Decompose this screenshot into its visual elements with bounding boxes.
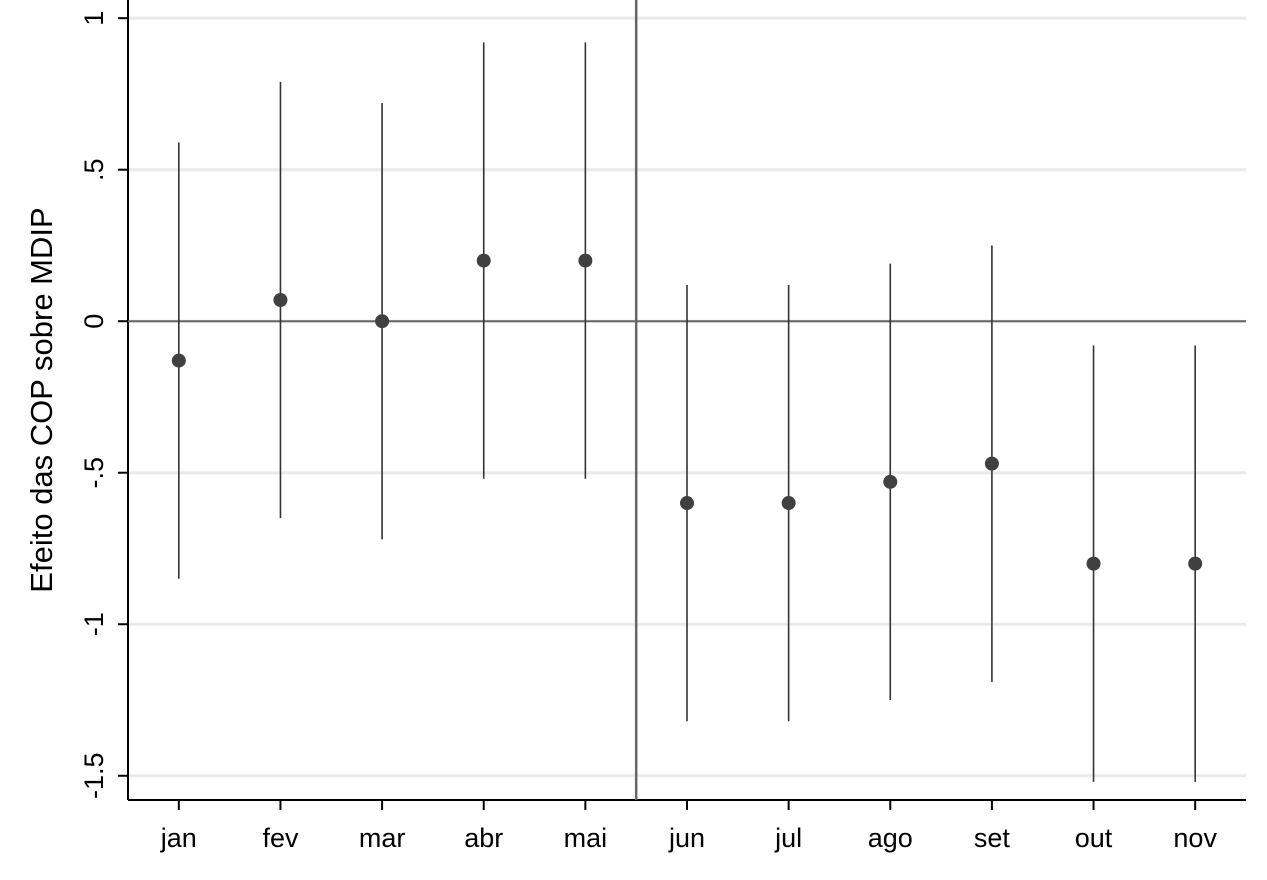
point — [476, 253, 491, 268]
y-tick-label: -1.5 — [79, 752, 109, 799]
x-tick-label: nov — [1173, 823, 1217, 853]
point — [1086, 556, 1101, 571]
y-tick-label: -1 — [79, 612, 109, 636]
point — [781, 496, 796, 511]
x-tick-label: ago — [868, 823, 913, 853]
point — [375, 314, 390, 329]
point — [883, 474, 898, 489]
y-tick-label: -.5 — [79, 457, 109, 489]
x-tick-label: set — [974, 823, 1011, 853]
x-tick-label: mar — [359, 823, 406, 853]
y-tick-label: 1 — [79, 11, 109, 26]
point — [171, 353, 186, 368]
x-tick-label: out — [1075, 823, 1113, 853]
point — [273, 293, 288, 307]
x-tick-label: abr — [464, 823, 503, 853]
point — [1188, 556, 1203, 571]
point — [680, 496, 694, 511]
x-tick-label: jan — [160, 823, 197, 853]
x-tick-label: fev — [262, 823, 299, 853]
x-tick-label: mai — [564, 823, 608, 853]
x-tick-label: jul — [774, 823, 802, 853]
point — [984, 456, 999, 471]
x-tick-label: jun — [668, 823, 705, 853]
y-axis-label: Efeito das COP sobre MDIP — [24, 207, 59, 592]
point — [578, 253, 593, 268]
y-tick-label: .5 — [79, 158, 109, 181]
y-tick-label: 0 — [79, 314, 109, 329]
